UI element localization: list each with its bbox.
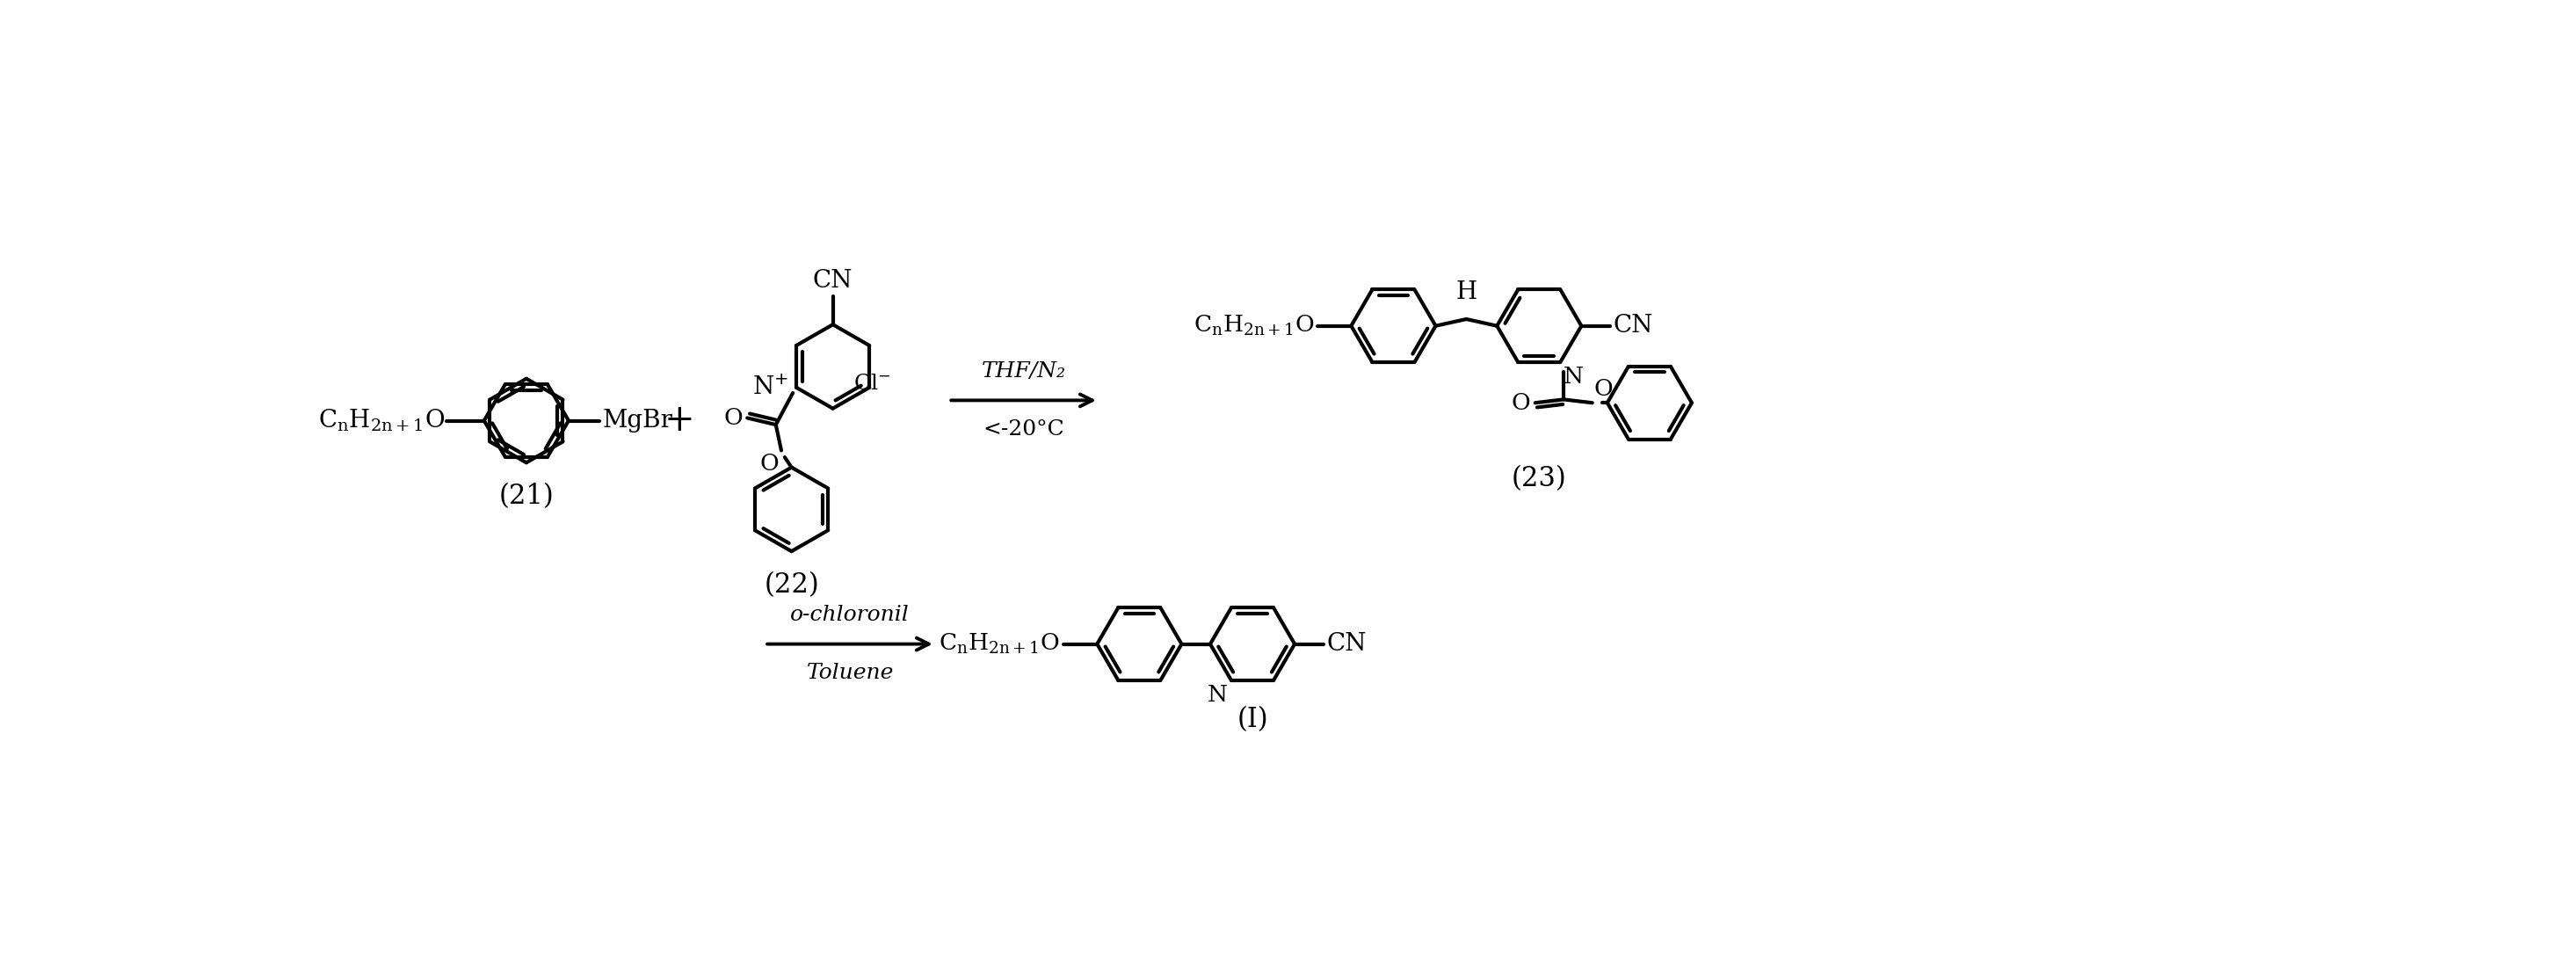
Text: Cl$^{-}$: Cl$^{-}$ [853,373,891,394]
Text: CN: CN [1613,314,1654,337]
Text: N$^{+}$: N$^{+}$ [752,375,788,399]
Text: $\mathregular{C_nH_{2n+1}O}$: $\mathregular{C_nH_{2n+1}O}$ [317,408,446,433]
Text: MgBr: MgBr [603,409,672,432]
Text: N: N [1208,684,1229,706]
Text: Toluene: Toluene [806,663,894,684]
Text: $\mathregular{C_nH_{2n+1}O}$: $\mathregular{C_nH_{2n+1}O}$ [1193,314,1314,337]
Text: o-chloronil: o-chloronil [791,604,909,625]
Text: (I): (I) [1236,706,1267,734]
Text: O: O [760,453,778,475]
Text: +: + [665,402,696,439]
Text: <-20°C: <-20°C [984,420,1064,440]
Text: (21): (21) [500,483,554,511]
Text: O: O [1595,378,1613,400]
Text: (22): (22) [765,571,819,599]
Text: O: O [1512,392,1530,414]
Text: CN: CN [1327,632,1368,656]
Text: N: N [1564,366,1584,388]
Text: CN: CN [814,269,853,293]
Text: H: H [1455,280,1476,305]
Text: THF/N₂: THF/N₂ [981,361,1066,381]
Text: (23): (23) [1512,465,1566,492]
Text: O: O [724,407,742,429]
Text: $\mathregular{C_nH_{2n+1}O}$: $\mathregular{C_nH_{2n+1}O}$ [940,632,1059,656]
